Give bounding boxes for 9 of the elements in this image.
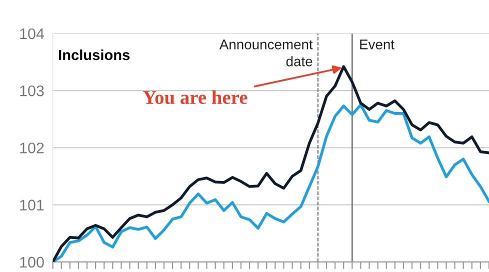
y-tick-label: 103 bbox=[20, 85, 44, 96]
annotation: Event bbox=[360, 40, 394, 50]
y-tick-label: 102 bbox=[20, 142, 44, 154]
text: Inclusions bbox=[59, 49, 130, 60]
y-tick-label: 101 bbox=[20, 200, 44, 210]
annotation: Announcement date bbox=[219, 40, 313, 66]
y-tick-label: 104 bbox=[20, 28, 44, 40]
annotation: You are here bbox=[142, 90, 248, 104]
y-tick-label: 100 bbox=[20, 256, 44, 268]
